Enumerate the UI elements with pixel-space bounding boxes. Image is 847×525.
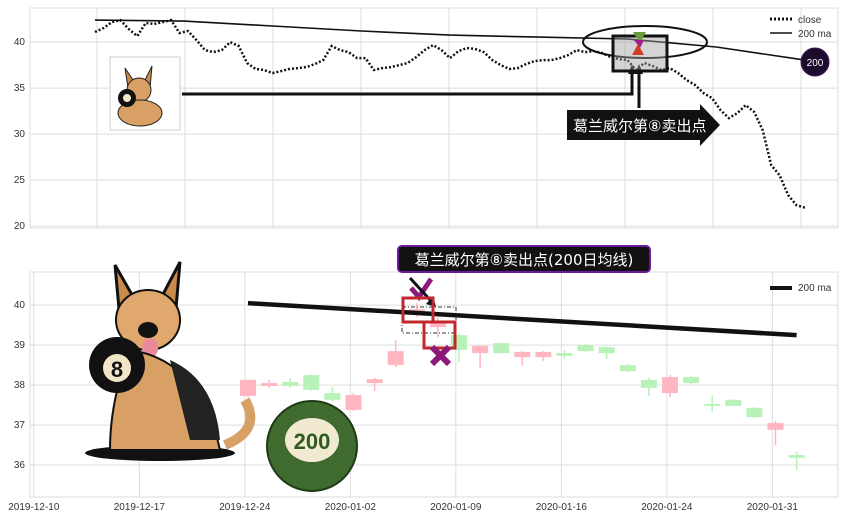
candle-body xyxy=(324,393,341,400)
x-tick-label: 2020-01-24 xyxy=(641,502,693,513)
pointer-arrow-horizontal xyxy=(182,72,634,96)
y-tick-label: 35 xyxy=(14,83,26,94)
x-tick-label: 2019-12-17 xyxy=(114,502,166,513)
candle-body xyxy=(577,345,594,352)
candle-body xyxy=(683,377,700,384)
candle-body xyxy=(303,375,320,390)
candle-body xyxy=(535,351,552,358)
candle-body xyxy=(788,455,805,458)
candle-body xyxy=(493,343,510,354)
candle-body xyxy=(472,345,489,354)
candle-body xyxy=(556,353,573,356)
candle-body xyxy=(240,379,256,396)
candle-body xyxy=(725,399,742,406)
highlight-candle-box xyxy=(401,296,435,324)
y-tick-label: 38 xyxy=(14,380,26,391)
y-tick-label: 39 xyxy=(14,340,26,351)
x-tick-label: 2020-01-16 xyxy=(536,502,588,513)
ma200-line xyxy=(94,19,806,61)
top-200-badge: 200 xyxy=(800,47,830,77)
magenta-marker xyxy=(634,40,644,48)
y-tick-label: 40 xyxy=(14,37,26,48)
candle-body xyxy=(746,407,763,418)
candle-body xyxy=(387,351,404,366)
ma200-line xyxy=(247,300,797,338)
candle-body xyxy=(514,351,531,358)
y-tick-label: 36 xyxy=(14,460,26,471)
x-tick-label: 2019-12-10 xyxy=(8,502,60,513)
sell-point-arrow-label: 葛兰威尔第⑧卖出点 xyxy=(567,104,720,146)
highlight-ellipse xyxy=(582,25,708,59)
bottom-legend: 200 ma xyxy=(770,283,832,294)
top-legend: close 200 ma xyxy=(770,15,832,40)
candle-body xyxy=(345,395,362,410)
sell-point-label: 葛兰威尔第⑧卖出点 xyxy=(573,117,706,135)
highlight-candle-box xyxy=(422,320,457,350)
green-triangle-marker xyxy=(633,32,646,43)
ball-text: 200 xyxy=(294,429,331,454)
candle-body xyxy=(282,381,299,386)
y-tick-label: 40 xyxy=(14,300,26,311)
y-tick-label: 30 xyxy=(14,129,26,140)
legend-200ma-bottom: 200 ma xyxy=(798,283,832,294)
x-tick-label: 2020-01-02 xyxy=(325,502,377,513)
candle-body xyxy=(261,383,278,386)
y-tick-label: 37 xyxy=(14,420,26,431)
200-ball-illustration: 200 xyxy=(266,400,358,492)
svg-text:8: 8 xyxy=(111,357,123,382)
legend-close: close xyxy=(798,15,822,26)
candle-body xyxy=(704,403,721,406)
candle-body xyxy=(640,379,657,388)
bottom-title-box: 葛兰威尔第⑧卖出点(200日均线) xyxy=(397,245,651,273)
candle-body xyxy=(598,347,615,354)
y-tick-label: 25 xyxy=(14,175,26,186)
bottom-title: 葛兰威尔第⑧卖出点(200日均线) xyxy=(415,251,634,269)
candle-body xyxy=(767,423,784,430)
candle-body xyxy=(366,379,383,384)
candle-body xyxy=(408,309,425,312)
dog-with-8-ball-illustration: 8 xyxy=(85,261,256,461)
candle-body xyxy=(619,365,636,372)
x-mark-icon xyxy=(429,344,452,367)
red-triangle-marker xyxy=(632,44,644,55)
candle-body xyxy=(429,321,446,328)
legend-200ma: 200 ma xyxy=(798,29,832,40)
x-tick-label: 2020-01-31 xyxy=(747,502,799,513)
x-tick-label: 2019-12-24 xyxy=(219,502,271,513)
top-dog-sticker xyxy=(109,56,181,131)
y-tick-label: 20 xyxy=(14,221,26,232)
badge-text: 200 xyxy=(807,58,824,69)
x-tick-label: 2020-01-09 xyxy=(430,502,482,513)
candle-body xyxy=(662,377,678,394)
